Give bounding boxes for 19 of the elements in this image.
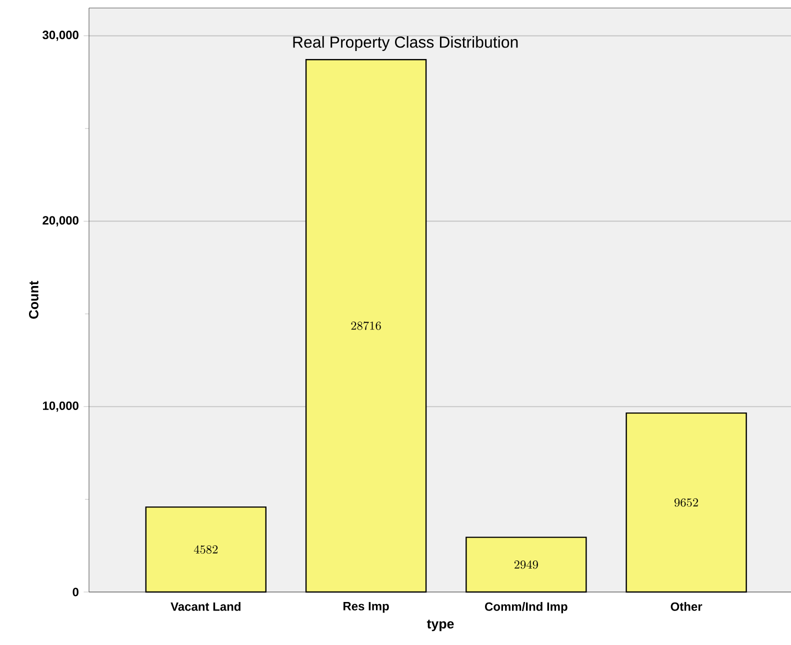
y-axis-title: Count: [28, 280, 38, 319]
bar: [626, 412, 747, 593]
x-axis-title: type: [426, 620, 454, 632]
data-label: 2949: [514, 560, 538, 569]
bar: [145, 506, 266, 593]
x-tick-label: Res Imp: [343, 602, 389, 613]
x-tick-label: Vacant Land: [170, 602, 240, 611]
y-tick-label: 0: [72, 588, 78, 596]
data-label: 28716: [351, 322, 381, 330]
data-label: 4582: [194, 545, 218, 554]
x-tick-label: Other: [670, 602, 702, 611]
bar: [305, 59, 427, 593]
x-tick-label: Comm/Ind Imp: [485, 602, 568, 614]
data-label: 9652: [674, 498, 698, 507]
y-tick-label: 20,000: [42, 216, 78, 226]
y-tick-label: 30,000: [42, 30, 78, 41]
bar: [466, 536, 587, 593]
text: Real Property Class Distribution: [293, 36, 518, 51]
y-tick-label: 10,000: [43, 401, 78, 412]
